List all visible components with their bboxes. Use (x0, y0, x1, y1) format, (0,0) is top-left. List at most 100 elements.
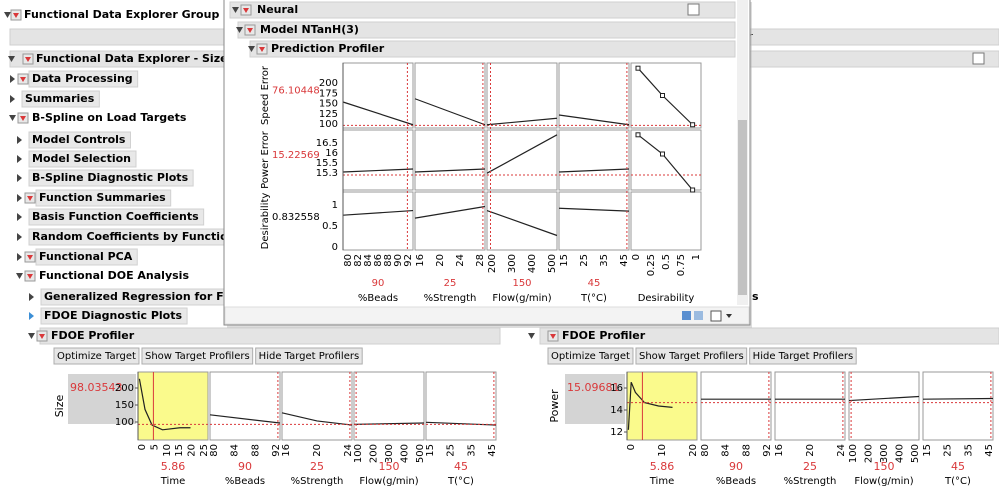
x-tick-label: 200 (864, 444, 875, 463)
disclosure-icon[interactable] (29, 293, 34, 301)
x-tick-label: 80 (209, 444, 220, 457)
checkbox[interactable] (710, 310, 722, 322)
desirability-handle[interactable] (690, 187, 696, 193)
disclosure-icon[interactable] (17, 213, 22, 221)
desirability-handle[interactable] (660, 93, 665, 98)
x-tick-label: 15 (559, 254, 570, 267)
profile-curve (627, 381, 673, 430)
response-current-value: 15.09681 (567, 381, 620, 394)
tree-item[interactable]: Summaries (25, 92, 95, 105)
disclosure-icon[interactable] (232, 7, 239, 13)
desirability-handle[interactable] (635, 132, 641, 138)
profile-panel (700, 371, 772, 441)
toolbar-icon[interactable] (682, 311, 691, 320)
profile-curve (486, 134, 558, 174)
disclosure-icon[interactable] (28, 333, 35, 339)
disclosure-icon[interactable] (236, 27, 243, 33)
profile-panel (414, 62, 486, 129)
x-tick-label: 25 (943, 444, 954, 457)
desirability-handle[interactable] (660, 151, 665, 157)
x-tick-label: 5 (149, 444, 160, 450)
disclosure-icon[interactable] (17, 233, 22, 241)
button[interactable] (749, 347, 857, 365)
x-tick-label: 80 (343, 254, 354, 267)
profile-curve (209, 414, 281, 424)
x-tick-label: 45 (487, 444, 498, 457)
x-tick-label: 25 (579, 254, 590, 267)
disclosure-icon[interactable] (9, 115, 16, 121)
tree-item[interactable]: B-Spline on Load Targets (32, 111, 187, 124)
desirability-handle[interactable] (690, 122, 696, 128)
desirability-handle[interactable] (635, 65, 641, 71)
button[interactable] (635, 347, 748, 365)
factor-current-value: 5.86 (161, 460, 186, 473)
red-menu-arrow (20, 116, 26, 121)
profile-curve (342, 168, 414, 173)
profile-curve (138, 378, 191, 431)
disclosure-icon[interactable] (17, 174, 22, 182)
factor-label: Time (649, 476, 674, 487)
tree-item[interactable]: Data Processing (32, 72, 133, 85)
disclosure-icon[interactable] (17, 136, 22, 144)
tree-item-box (28, 131, 131, 149)
profile-panel (281, 371, 353, 441)
x-tick-label: 500 (415, 444, 426, 463)
button-label: Optimize Target (551, 351, 630, 362)
tree-item[interactable]: B-Spline Diagnostic Plots (32, 171, 189, 184)
factor-label: %Beads (716, 476, 756, 487)
disclosure-icon[interactable] (29, 312, 34, 320)
x-tick-label: 35 (599, 254, 610, 267)
factor-label: Time (160, 476, 185, 487)
y-tick-label: 15.3 (316, 168, 338, 179)
tree-item[interactable]: FDOE Profiler (51, 329, 135, 342)
x-tick-label: 35 (466, 444, 477, 457)
x-tick-label: 80 (700, 444, 711, 457)
tree-item[interactable]: Model Controls (32, 133, 126, 146)
disclosure-icon[interactable] (248, 46, 255, 52)
tree-item[interactable]: Functional PCA (39, 250, 133, 263)
x-tick-label: 200 (487, 254, 498, 273)
disclosure-icon[interactable] (17, 253, 22, 261)
dropdown-arrow[interactable] (726, 314, 732, 318)
tree-item[interactable]: Functional DOE Analysis (39, 269, 189, 282)
button[interactable] (547, 347, 634, 365)
x-tick-label: 86 (373, 254, 384, 267)
x-tick-label: 88 (250, 444, 261, 457)
button[interactable] (53, 347, 140, 365)
disclosure-icon[interactable] (10, 75, 15, 83)
factor-label: Flow(g/min) (359, 476, 418, 487)
factor-current-value: 90 (729, 460, 743, 473)
button-label: Hide Target Profilers (753, 351, 854, 362)
factor-current-value: 150 (874, 460, 895, 473)
factor-current-value: 90 (372, 278, 385, 289)
scrollbar-thumb[interactable] (738, 120, 747, 295)
tree-item[interactable]: Model Selection (32, 152, 131, 165)
factor-label: %Strength (784, 476, 837, 487)
disclosure-icon[interactable] (17, 194, 22, 202)
factor-current-value: 25 (444, 278, 457, 289)
x-tick-label: 400 (400, 444, 411, 463)
disclosure-icon[interactable] (8, 56, 15, 62)
tree-item[interactable]: Basis Function Coefficients (32, 210, 199, 223)
tree-item[interactable]: FDOE Diagnostic Plots (44, 309, 183, 322)
profile-curve (425, 421, 497, 426)
disclosure-icon[interactable] (528, 333, 535, 339)
response-current-value: 0.832558 (272, 212, 320, 223)
disclosure-icon[interactable] (10, 95, 15, 103)
tree-item[interactable]: Random Coefficients by Function (32, 230, 235, 243)
x-tick-label: 10 (657, 444, 668, 457)
button[interactable] (141, 347, 254, 365)
tree-item[interactable]: Generalized Regression for FPC (44, 290, 240, 303)
x-tick-label: 84 (363, 254, 374, 267)
profile-panel (353, 371, 425, 441)
tree-item[interactable]: Function Summaries (39, 191, 166, 204)
profile-panel (342, 129, 414, 191)
button[interactable] (255, 347, 363, 365)
disclosure-icon[interactable] (4, 12, 11, 18)
response-current-value: 15.22569 (272, 150, 320, 161)
factor-label: T(°C) (580, 293, 607, 304)
disclosure-icon[interactable] (16, 273, 23, 279)
disclosure-icon[interactable] (17, 155, 22, 163)
toolbar-icon[interactable] (694, 311, 703, 320)
